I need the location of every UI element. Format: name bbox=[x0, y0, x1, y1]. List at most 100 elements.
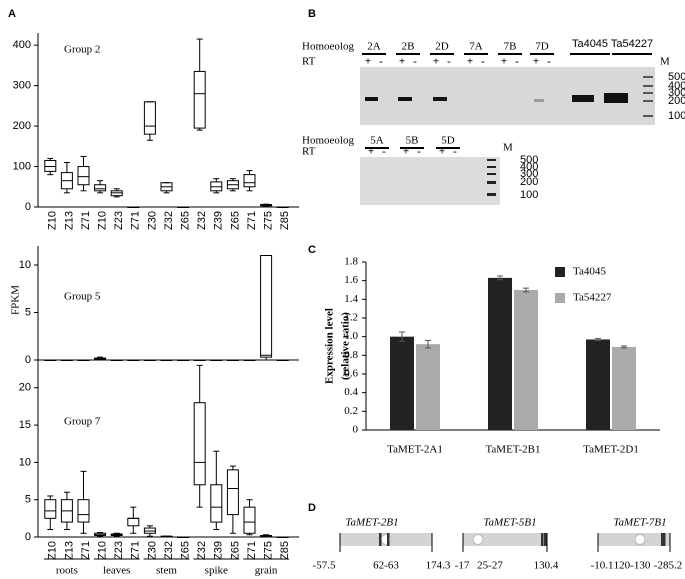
x-tick-label: Z75 bbox=[263, 541, 275, 560]
box bbox=[210, 484, 223, 523]
y-tick-label: 0 bbox=[25, 354, 31, 366]
rt-sign: - bbox=[453, 146, 457, 158]
x-tick-label: Z23 bbox=[113, 211, 125, 230]
bar bbox=[612, 346, 636, 430]
rt-sign: + bbox=[433, 56, 439, 68]
y-tick-label: 15 bbox=[19, 419, 31, 431]
row-label: Homoeolog bbox=[302, 41, 354, 53]
x-tick-label: Z71 bbox=[80, 211, 92, 230]
gel-band bbox=[433, 97, 447, 101]
box bbox=[193, 70, 206, 129]
legend-label: Ta54227 bbox=[573, 292, 612, 304]
y-tick-label: 0 bbox=[353, 424, 359, 436]
rt-sign: + bbox=[403, 146, 409, 158]
box bbox=[94, 184, 107, 192]
marker-size: 100 bbox=[668, 110, 685, 122]
lane-label: 2A bbox=[367, 41, 381, 53]
x-tick-label: Z23 bbox=[113, 541, 125, 560]
x-tick-label: Z39 bbox=[213, 211, 225, 230]
box bbox=[44, 159, 57, 172]
rt-sign: + bbox=[399, 56, 405, 68]
legend-swatch bbox=[555, 293, 565, 303]
gene-name: TaMET-2B1 bbox=[345, 517, 398, 529]
y-tick-label: 5 bbox=[25, 494, 31, 506]
marker-size: 400 bbox=[668, 80, 685, 92]
y-tick-label: 0.4 bbox=[344, 386, 358, 398]
x-tick-label: Z10 bbox=[47, 211, 59, 230]
legend-label: Ta4045 bbox=[573, 266, 606, 278]
x-tick-label: TaMET-2A1 bbox=[387, 444, 443, 456]
gel-band bbox=[604, 93, 628, 103]
position-label: 130.4 bbox=[534, 560, 559, 572]
x-tick-label: Z71 bbox=[130, 211, 142, 230]
row-label: Homoeolog bbox=[302, 135, 354, 147]
x-tick-label: Z65 bbox=[229, 211, 241, 230]
x-tick-label: Z65 bbox=[180, 541, 192, 560]
marker-size: 200 bbox=[668, 95, 685, 107]
position-label: -17 bbox=[455, 560, 470, 572]
rt-sign: - bbox=[413, 56, 417, 68]
position-label: -57.5 bbox=[313, 560, 336, 572]
x-tick-label: Z13 bbox=[63, 211, 75, 230]
gene-name: TaMET-7B1 bbox=[613, 517, 666, 529]
marker-size: 100 bbox=[520, 189, 538, 201]
y-tick-label: 1.8 bbox=[344, 256, 358, 268]
rt-sign: + bbox=[365, 56, 371, 68]
x-tick-label: Z13 bbox=[63, 541, 75, 560]
marker-size: 300 bbox=[668, 87, 685, 99]
site-mark bbox=[544, 533, 547, 546]
y-tick-label: 20 bbox=[19, 382, 31, 394]
ladder-label: M bbox=[660, 56, 670, 68]
gene-bar bbox=[463, 533, 547, 546]
box bbox=[226, 469, 239, 516]
x-tick-label: Z85 bbox=[279, 541, 291, 560]
lane-label: 2D bbox=[435, 41, 449, 53]
gene-bar bbox=[598, 533, 670, 546]
row-label: RT bbox=[302, 56, 316, 68]
y-tick-label: 0 bbox=[25, 201, 31, 213]
y-axis-label: (relative ratio) bbox=[340, 312, 352, 380]
rt-sign: - bbox=[417, 146, 421, 158]
chart-title: Group 7 bbox=[64, 416, 101, 428]
position-label: 120-130 bbox=[614, 560, 651, 572]
x-tick-label: Z30 bbox=[146, 541, 158, 560]
lane-label: Ta54227 bbox=[611, 38, 653, 50]
y-tick-label: 10 bbox=[19, 259, 31, 271]
y-axis-label: Expression level bbox=[324, 308, 336, 384]
bar bbox=[514, 290, 538, 430]
x-tick-label: Z10 bbox=[47, 541, 59, 560]
site-mark bbox=[541, 533, 544, 546]
x-tick-label: Z32 bbox=[163, 211, 175, 230]
gel-band bbox=[572, 95, 594, 102]
x-tick-label: Z30 bbox=[146, 211, 158, 230]
site-mark bbox=[661, 533, 664, 546]
bar bbox=[586, 339, 610, 430]
marker-site bbox=[634, 534, 646, 545]
box bbox=[77, 499, 90, 523]
y-tick-label: 0.6 bbox=[344, 368, 358, 380]
marker-size: 300 bbox=[520, 168, 538, 180]
bar bbox=[390, 336, 414, 430]
gel-band bbox=[398, 97, 412, 101]
lane-label: 2B bbox=[402, 41, 415, 53]
panel-label: A bbox=[8, 8, 16, 20]
x-tick-label: Z32 bbox=[196, 541, 208, 560]
position-label: -285.2 bbox=[654, 560, 682, 572]
box bbox=[193, 402, 206, 486]
y-tick-label: 0.2 bbox=[344, 405, 358, 417]
box bbox=[77, 166, 90, 186]
group-label: roots bbox=[56, 565, 78, 577]
rt-sign: + bbox=[501, 56, 507, 68]
rt-sign: + bbox=[467, 56, 473, 68]
panel-label: D bbox=[308, 502, 316, 514]
y-axis-label: FPKM bbox=[10, 285, 22, 315]
x-tick-label: Z32 bbox=[196, 211, 208, 230]
x-tick-label: TaMET-2D1 bbox=[583, 444, 639, 456]
chart-title: Group 2 bbox=[64, 44, 100, 56]
ladder bbox=[487, 159, 496, 196]
group-label: spike bbox=[205, 565, 228, 577]
ladder bbox=[643, 76, 653, 117]
y-tick-label: 300 bbox=[13, 80, 31, 92]
legend-swatch bbox=[555, 267, 565, 277]
chart-title: Group 5 bbox=[64, 291, 101, 303]
